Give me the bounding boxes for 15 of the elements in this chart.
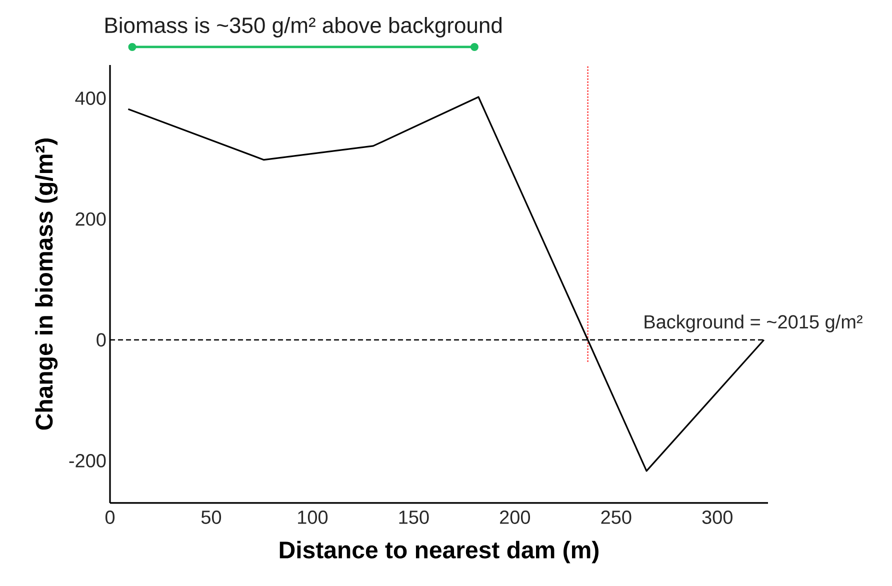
y-tick-label: 0 — [96, 333, 106, 347]
y-tick-label: 200 — [76, 212, 106, 226]
x-tick-label: 200 — [500, 510, 530, 524]
x-axis-title: Distance to nearest dam (m) — [280, 540, 598, 564]
y-tick-label: 400 — [75, 91, 106, 105]
text: Biomass is ~350 g/m² above background — [106, 16, 502, 38]
y-tick-label: -200 — [69, 454, 106, 468]
x-tick-label: 250 — [601, 510, 632, 524]
x-tick-label: 0 — [105, 510, 115, 524]
x-tick-label: 100 — [298, 510, 328, 524]
x-tick-label: 150 — [399, 510, 429, 524]
ref-line-label: Background = ~2015 g/m² — [644, 314, 862, 332]
x-tick-label: 300 — [702, 510, 732, 524]
x-tick-label: 50 — [201, 510, 222, 524]
y-axis-title: Change in biomass (g/m²) — [35, 138, 58, 430]
